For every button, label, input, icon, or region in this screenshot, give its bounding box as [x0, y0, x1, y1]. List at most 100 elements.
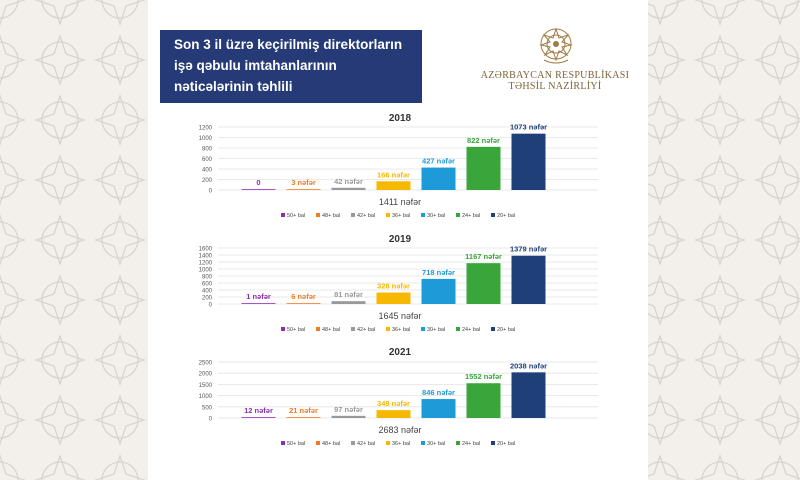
legend-swatch [386, 441, 390, 445]
background-ornament [753, 453, 800, 480]
title-line-1: Son 3 il üzrə keçirilmiş direktorların [174, 37, 403, 52]
background-ornament [633, 0, 687, 27]
legend-label: 24+ bal [462, 327, 480, 333]
legend-label: 50+ bal [287, 441, 305, 447]
legend-swatch [351, 213, 355, 217]
data-label: 1 nəfər [246, 292, 271, 301]
data-label: 427 nəfər [422, 157, 455, 166]
legend-swatch [421, 441, 425, 445]
y-tick-label: 0 [209, 303, 213, 309]
data-label: 81 nəfər [334, 290, 363, 299]
y-tick-label: 1200 [199, 126, 213, 132]
legend-swatch [421, 327, 425, 331]
legend-swatch [281, 327, 285, 331]
background-ornament [93, 153, 147, 207]
chart-2021: 2021 0 500 1000 1500 2000 2500 12 nəfər 21 nəfər… [199, 347, 598, 447]
bar [376, 410, 411, 418]
background-ornament [753, 273, 800, 327]
legend-label: 42+ bal [357, 327, 375, 333]
y-tick-label: 800 [202, 275, 213, 281]
data-label: 3 nəfər [291, 178, 316, 187]
data-label: 1167 nəfər [465, 252, 502, 261]
legend-swatch [456, 327, 460, 331]
y-tick-label: 1600 [199, 247, 213, 253]
background-ornament [93, 93, 147, 147]
bar [376, 181, 411, 190]
legend-swatch [421, 213, 425, 217]
bar [466, 383, 501, 418]
legend-label: 50+ bal [287, 213, 305, 219]
legend-label: 36+ bal [392, 327, 410, 333]
legend-swatch [351, 441, 355, 445]
legend-swatch [491, 441, 495, 445]
data-label: 822 nəfər [467, 136, 500, 145]
legend-label: 50+ bal [287, 327, 305, 333]
data-label: 328 nəfər [377, 282, 410, 291]
background-ornament [753, 0, 800, 27]
total-label: 1645 nəfər [378, 311, 421, 321]
data-label: 6 nəfər [291, 292, 316, 301]
background-ornament [33, 453, 87, 480]
y-tick-label: 600 [202, 282, 213, 288]
legend-swatch [316, 327, 320, 331]
ministry-line-2: TƏHSİL NAZİRLİYİ [508, 81, 602, 92]
background-ornament [93, 273, 147, 327]
y-tick-label: 400 [202, 289, 213, 295]
legend-label: 42+ bal [357, 213, 375, 219]
background-ornament [753, 93, 800, 147]
background-ornament [33, 333, 87, 387]
legend-swatch [316, 213, 320, 217]
total-label: 2683 nəfər [378, 425, 421, 435]
y-tick-label: 2500 [199, 361, 213, 367]
bar [421, 167, 456, 190]
background-ornament [753, 393, 800, 447]
background-ornament [0, 333, 27, 387]
legend-label: 20+ bal [497, 441, 515, 447]
y-tick-label: 200 [202, 296, 213, 302]
bar [331, 415, 366, 418]
legend-swatch [386, 327, 390, 331]
chart-title: 2019 [389, 234, 412, 245]
background-ornament [693, 393, 747, 447]
background-ornament [633, 453, 687, 480]
chart-title: 2021 [389, 347, 412, 358]
bar [421, 399, 456, 418]
background-ornament [33, 273, 87, 327]
data-label: 1379 nəfər [510, 245, 547, 254]
y-tick-label: 600 [202, 157, 213, 163]
legend-label: 20+ bal [497, 327, 515, 333]
background-ornament [693, 33, 747, 87]
y-tick-label: 0 [209, 417, 213, 423]
background-ornament [693, 333, 747, 387]
bar [331, 187, 366, 190]
legend-swatch [316, 441, 320, 445]
bar [466, 263, 501, 304]
y-tick-label: 800 [202, 147, 213, 153]
legend-swatch [491, 213, 495, 217]
background-ornament [0, 93, 27, 147]
y-tick-label: 1200 [199, 261, 213, 267]
background-ornament [93, 453, 147, 480]
background-ornament [33, 213, 87, 267]
ministry-line-1: AZƏRBAYCAN RESPUBLİKASI [480, 70, 630, 81]
data-label: 2038 nəfər [510, 361, 547, 370]
background-ornament [33, 153, 87, 207]
background-ornament [33, 33, 87, 87]
chart-2018: 2018 0 200 400 600 800 1000 1200 0 3 nəfər 42 nəfə… [199, 113, 598, 219]
legend-label: 24+ bal [462, 441, 480, 447]
bar [286, 189, 321, 190]
y-tick-label: 0 [209, 189, 213, 195]
legend-label: 20+ bal [497, 213, 515, 219]
background-ornament [93, 33, 147, 87]
y-tick-label: 2000 [199, 372, 213, 378]
bar [511, 372, 546, 418]
background-ornament [753, 153, 800, 207]
bar [241, 303, 276, 304]
background-ornament [93, 213, 147, 267]
background-ornament [93, 333, 147, 387]
legend-label: 48+ bal [322, 213, 340, 219]
background-ornament [33, 93, 87, 147]
y-tick-label: 1000 [199, 268, 213, 274]
legend-swatch [351, 327, 355, 331]
